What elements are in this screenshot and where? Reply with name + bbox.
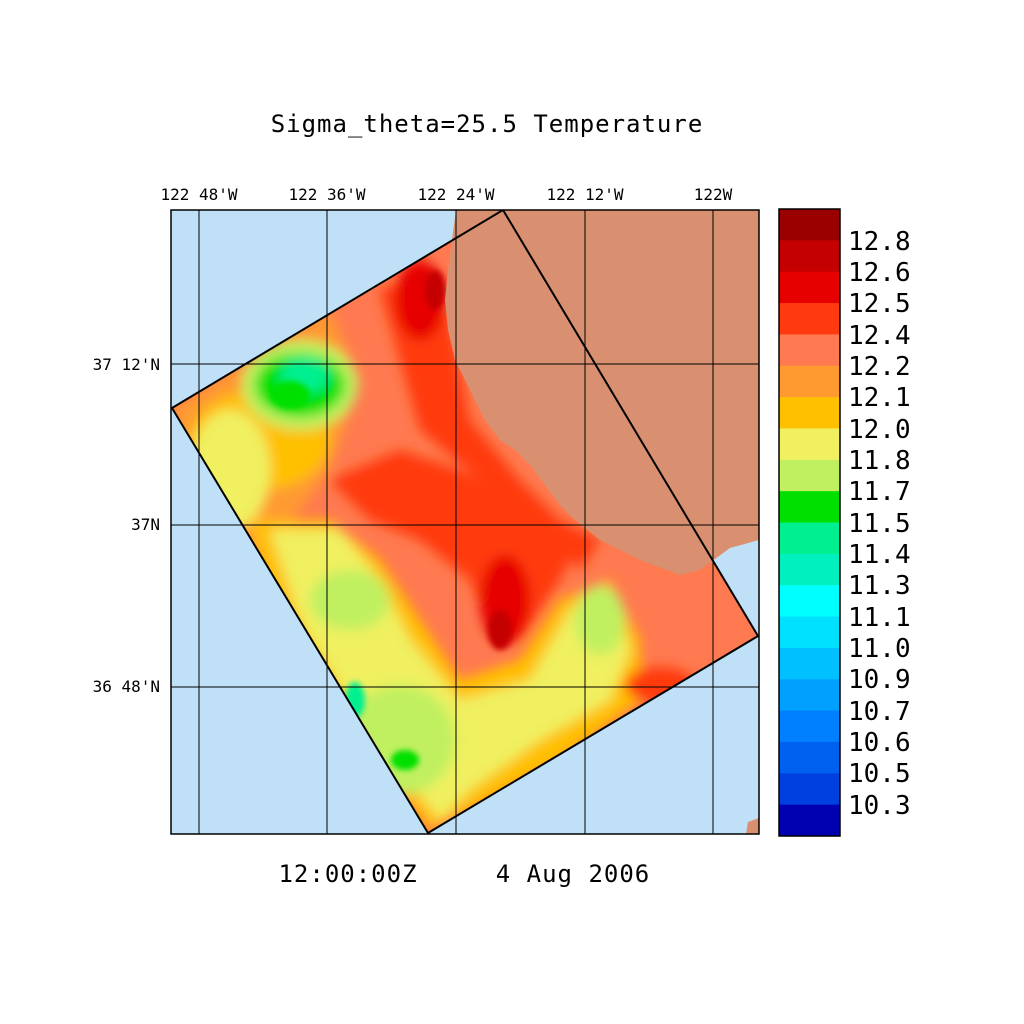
colorbar-label: 11.1 [848,603,911,633]
colorbar-swatch [779,491,840,523]
colorbar-swatch [779,459,840,492]
longitude-ticks: 122 48'W 122 36'W 122 24'W 122 12'W 122W [160,185,732,204]
latitude-ticks: 37 12'N 37N 36 48'N [93,355,160,696]
colorbar-label: 12.4 [848,321,911,351]
colorbar-label: 12.2 [848,352,911,382]
colorbar-label: 11.0 [848,634,911,664]
colorbar-label: 10.3 [848,791,911,821]
grid-lines [171,210,759,834]
colorbar-swatch [779,804,840,837]
lon-tick-label: 122 48'W [160,185,237,204]
colorbar-label: 11.8 [848,446,911,476]
colorbar-swatch [779,585,840,618]
colorbar-label: 11.7 [848,477,911,507]
colorbar-label: 11.4 [848,540,911,570]
colorbar-swatch [779,553,840,586]
colorbar-label: 12.6 [848,258,911,288]
colorbar-swatches [779,209,840,837]
colorbar-label: 12.5 [848,289,911,319]
colorbar-label: 10.6 [848,728,911,758]
domain-outline [171,210,759,834]
map-panel [171,210,759,834]
colorbar-label: 12.8 [848,227,911,257]
colorbar-swatch [779,209,840,241]
colorbar-swatch [779,428,840,461]
lat-tick-label: 37N [131,515,160,534]
colorbar-swatch [779,647,840,680]
colorbar-swatch [779,616,840,649]
lat-tick-label: 37 12'N [93,355,160,374]
colorbar-label: 11.5 [848,509,911,539]
colorbar-label: 10.9 [848,665,911,695]
colorbar-label: 12.1 [848,383,911,413]
lon-tick-label: 122W [694,185,733,204]
lon-tick-label: 122 12'W [546,185,623,204]
colorbar-label: 12.0 [848,415,911,445]
colorbar-swatch [779,303,840,335]
colorbar-label: 10.7 [848,697,911,727]
land-mass-small [746,818,759,834]
colorbar-swatch [779,397,840,429]
colorbar-swatch [779,334,840,367]
colorbar-label: 10.5 [848,759,911,789]
colorbar-swatch [779,271,840,304]
map-frame [170,209,760,835]
colorbar-swatch [779,240,840,273]
colorbar-swatch [779,710,840,743]
lat-tick-label: 36 48'N [93,677,160,696]
colorbar-swatch [779,365,840,398]
colorbar-swatch [779,679,840,712]
colorbar-swatch [779,741,840,774]
lon-tick-label: 122 24'W [417,185,494,204]
colorbar: 12.8 12.6 12.5 12.4 12.2 12.1 12.0 11.8 … [778,208,911,837]
lon-tick-label: 122 36'W [288,185,365,204]
map-title: Sigma_theta=25.5 Temperature [271,110,704,138]
timestamp-time: 12:00:00Z [278,860,417,888]
colorbar-label: 11.3 [848,571,911,601]
colorbar-frame [778,208,841,837]
colorbar-labels: 12.8 12.6 12.5 12.4 12.2 12.1 12.0 11.8 … [848,227,911,821]
timestamp-date: 4 Aug 2006 [496,860,651,888]
land-mass [445,210,759,575]
colorbar-swatch [779,773,840,806]
colorbar-swatch [779,522,840,555]
